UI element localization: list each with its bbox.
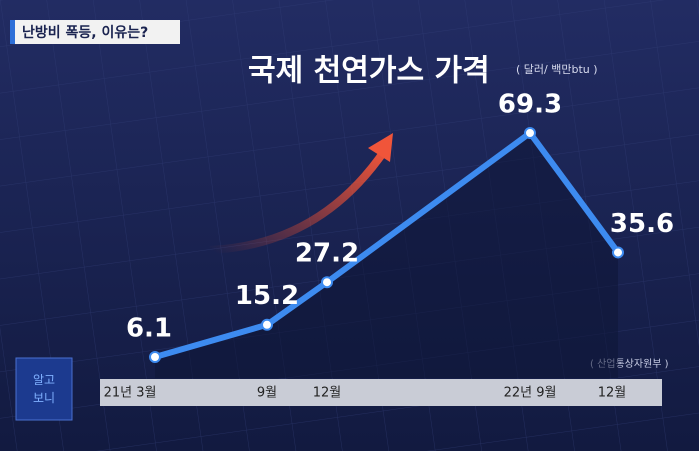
- x-tick-label: 12월: [598, 386, 627, 401]
- unit-label: ( 달러/ 백만btu ): [516, 63, 598, 76]
- x-tick-label: 12월: [313, 386, 342, 401]
- tag-accent: [10, 20, 15, 44]
- value-label: 15.2: [235, 281, 299, 311]
- logo-text: 알고 보니: [33, 373, 55, 405]
- x-tick-label: 22년 9월: [504, 386, 557, 401]
- area-shade: [155, 133, 618, 378]
- x-tick-label: 9월: [257, 386, 277, 401]
- tag-text: 난방비 폭등, 이유는?: [22, 24, 148, 41]
- point: [149, 351, 161, 363]
- tag-box: [10, 20, 180, 44]
- value-label: 6.1: [126, 314, 172, 344]
- chart-title: 국제 천연가스 가격: [248, 54, 490, 89]
- point: [261, 318, 273, 331]
- logo-box: [15, 357, 73, 421]
- point: [612, 246, 624, 259]
- trend-arrow-head: [368, 133, 393, 162]
- value-label: 27.2: [295, 239, 359, 269]
- trend-arrow: [209, 147, 389, 254]
- point: [524, 127, 536, 139]
- x-tick-label: 21년 3월: [104, 386, 157, 401]
- point: [321, 276, 333, 289]
- plot: 21년 3월 9월 12월 22년 9월 12월 6.1 15.2 27.2 69.3 35.6: [104, 90, 675, 401]
- x-axis-band: [100, 379, 662, 406]
- value-label: 69.3: [498, 90, 562, 120]
- value-label: 35.6: [610, 209, 674, 239]
